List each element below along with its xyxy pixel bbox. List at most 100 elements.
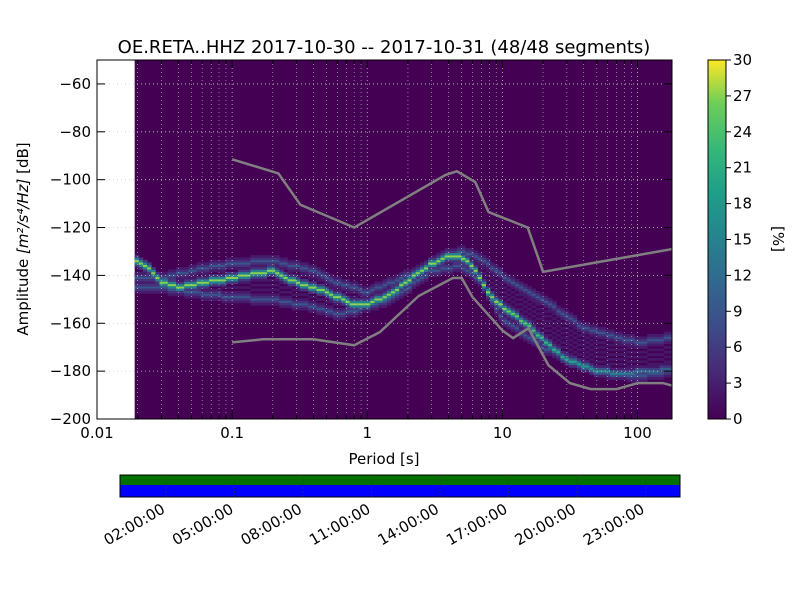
density-bin (250, 267, 255, 270)
density-bin (254, 262, 260, 266)
density-bin (498, 302, 503, 306)
density-bin (651, 341, 656, 345)
density-bin (581, 331, 586, 335)
density-bin (163, 271, 169, 275)
density-bin (254, 300, 260, 304)
density-bin (667, 341, 672, 345)
density-bin (436, 259, 441, 263)
density-bin (200, 278, 206, 282)
density-bin (221, 290, 226, 294)
density-bin (494, 278, 499, 282)
density-bin (568, 322, 574, 325)
density-bin (308, 290, 313, 294)
density-bin (295, 281, 301, 285)
density-bin (320, 312, 326, 316)
density-bin (618, 374, 623, 378)
density-bin (630, 350, 636, 354)
density-bin (527, 338, 532, 342)
density-bin (349, 281, 355, 285)
density-bin (209, 269, 214, 273)
density-bin (531, 288, 536, 292)
density-bin (448, 255, 454, 258)
density-bin (481, 288, 487, 292)
density-bin (531, 343, 536, 347)
density-bin (233, 293, 239, 297)
density-bin (527, 293, 532, 297)
coverage-bar-bottom (120, 485, 680, 497)
density-bin (283, 298, 288, 301)
density-bin (481, 267, 487, 270)
density-bin (134, 281, 140, 285)
density-bin (506, 317, 512, 321)
density-bin (498, 290, 503, 294)
density-bin (279, 271, 284, 275)
density-bin (523, 338, 528, 342)
density-bin (490, 269, 495, 273)
density-bin (663, 341, 669, 345)
density-bin (333, 286, 338, 289)
data-coverage (119, 474, 681, 498)
density-bin (597, 326, 603, 330)
density-bin (138, 286, 144, 289)
density-bin (605, 372, 611, 376)
density-bin (341, 288, 346, 292)
density-bin (510, 281, 516, 285)
density-bin (362, 300, 367, 304)
density-bin (275, 283, 280, 287)
density-bin (519, 319, 524, 323)
density-bin (585, 350, 590, 354)
density-bin (370, 302, 375, 306)
density-bin (188, 269, 193, 273)
density-bin (411, 281, 417, 285)
density-bin (461, 255, 466, 258)
density-bin (523, 317, 528, 321)
density-bin (225, 300, 231, 304)
density-bin (291, 269, 297, 273)
density-bin (486, 257, 491, 261)
density-bin (266, 267, 272, 270)
density-bin (229, 298, 235, 301)
density-bin (593, 326, 598, 330)
density-bin (295, 298, 301, 301)
density-bin (548, 348, 553, 352)
density-bin (498, 312, 503, 316)
density-bin (200, 288, 206, 292)
density-bin (523, 300, 528, 304)
density-bin (171, 281, 177, 285)
density-bin (424, 271, 429, 275)
density-bin (659, 357, 665, 361)
density-bin (659, 362, 665, 366)
density-bin (345, 312, 350, 316)
density-bin (523, 305, 528, 309)
density-bin (576, 324, 582, 328)
density-bin (163, 286, 169, 289)
density-bin (514, 329, 520, 333)
density-bin (436, 267, 441, 270)
density-bin (163, 276, 169, 280)
density-bin (610, 329, 615, 333)
coverage-tick-label: 23:00:00 (580, 500, 647, 549)
density-bin (312, 269, 317, 273)
density-bin (560, 322, 565, 325)
density-bin (589, 343, 594, 347)
density-bin (138, 278, 144, 282)
density-bin (142, 286, 148, 289)
density-bin (461, 264, 466, 268)
density-bin (572, 350, 578, 354)
x-axis-label: Period [s] (348, 450, 419, 468)
density-bin (585, 322, 590, 325)
density-bin (233, 295, 239, 299)
density-bin (527, 324, 532, 328)
density-bin (605, 357, 611, 361)
density-bin (366, 286, 371, 289)
density-bin (626, 365, 632, 368)
density-bin (663, 336, 669, 340)
density-bin (576, 322, 582, 325)
density-bin (262, 255, 268, 258)
density-bin (572, 362, 578, 366)
density-bin (221, 259, 226, 263)
density-bin (242, 267, 247, 270)
density-bin (242, 290, 247, 294)
density-bin (262, 262, 268, 266)
density-bin (514, 286, 520, 289)
